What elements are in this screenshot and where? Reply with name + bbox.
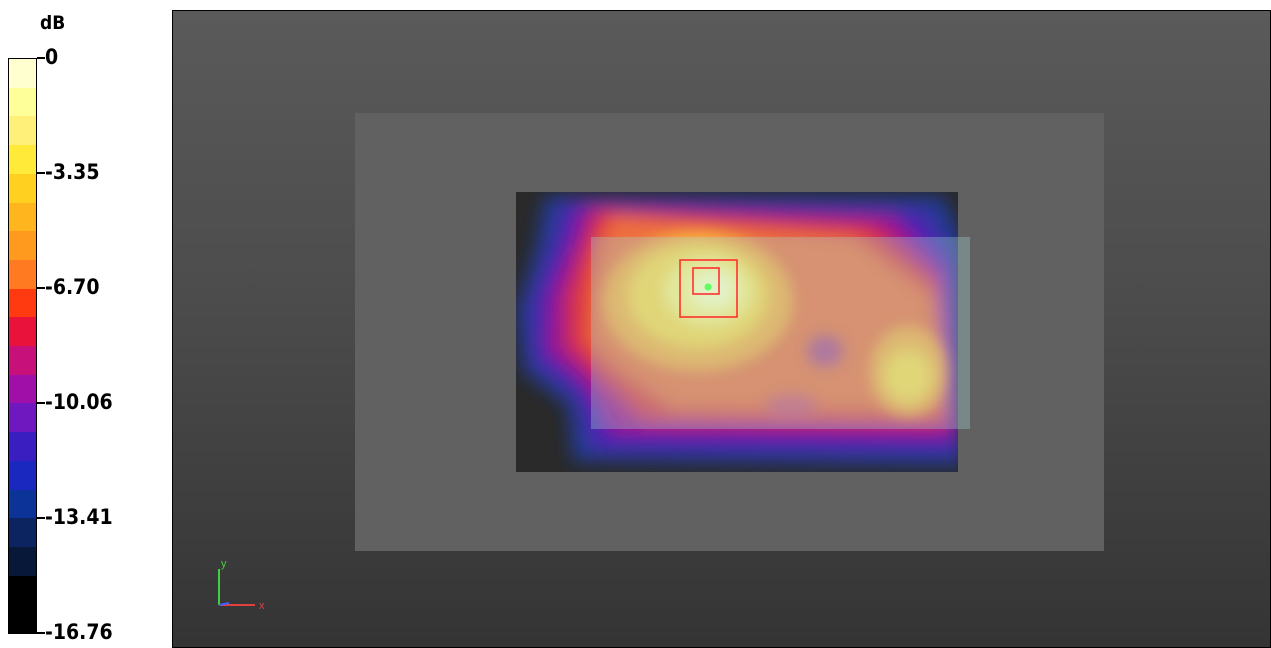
tick-mark [37,57,45,59]
colorbar-segment [9,575,36,605]
tick-mark [37,517,45,519]
tick-mark [37,287,45,289]
legend-unit: dB [40,12,66,34]
overlay-plane [591,237,970,429]
tick-label-4: -13.41 [45,505,113,529]
axis-triad: y x [218,558,265,612]
colorbar-segment [9,59,36,88]
colorbar-segment [9,173,36,203]
colorbar-segment [9,346,36,375]
colorbar [8,58,37,634]
tick-label-1: -3.35 [45,160,100,184]
colorbar-segment [9,202,36,232]
tick-mark [37,172,45,174]
colorbar-segment [9,288,36,318]
colorbar-segment [9,518,36,547]
tick-mark [37,632,45,634]
colorbar-segment [9,489,36,519]
z-axis-line [218,602,230,606]
tick-label-3: -10.06 [45,390,113,414]
colorbar-segment [9,460,36,490]
colorbar-segment [9,231,36,260]
3d-viewport[interactable]: y x [172,10,1271,648]
x-axis-label: x [259,600,265,612]
tick-mark [37,402,45,404]
peak-cube-outer [679,259,738,318]
colorbar-segment [9,87,36,117]
colorbar-segment [9,604,36,634]
colorbar-segment [9,432,36,461]
peak-point [704,283,712,291]
peak-cube-inner [692,267,720,295]
colorbar-segment [9,403,36,433]
color-legend: dB 0 -3.35 -6.70 -10.06 -13.41 -16.76 [0,0,170,648]
colorbar-segment [9,259,36,289]
colorbar-segment [9,546,36,576]
colorbar-segment [9,116,36,146]
tick-label-0: 0 [45,45,59,69]
colorbar-segment [9,317,36,347]
tick-label-2: -6.70 [45,275,100,299]
tick-label-5: -16.76 [45,620,113,644]
colorbar-segment [9,145,36,174]
field-heatmap [516,196,958,466]
scene [355,113,1104,551]
y-axis-label: y [221,558,227,570]
colorbar-segment [9,374,36,404]
